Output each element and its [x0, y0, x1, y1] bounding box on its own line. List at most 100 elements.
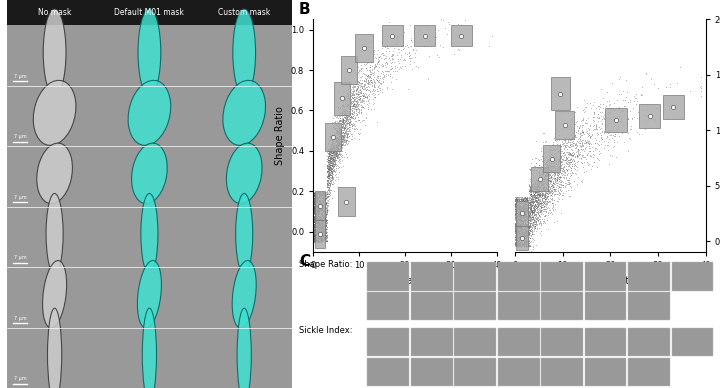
Point — [318, 232, 329, 238]
Point — [308, 204, 320, 210]
Point — [325, 149, 337, 155]
Point — [538, 198, 549, 204]
Point — [325, 187, 336, 193]
Point — [513, 197, 525, 203]
Point — [514, 214, 526, 220]
Point — [510, 221, 521, 227]
Point — [318, 195, 330, 201]
Point — [309, 229, 320, 235]
Point — [348, 94, 360, 100]
Point — [351, 118, 362, 124]
Point — [354, 99, 366, 105]
Point — [315, 206, 326, 212]
Point — [529, 218, 541, 224]
Point — [313, 218, 325, 224]
Point — [513, 207, 525, 213]
Point — [533, 184, 544, 190]
Point — [330, 126, 341, 132]
Point — [405, 37, 417, 43]
Point — [539, 159, 550, 165]
Point — [514, 208, 526, 214]
Point — [612, 111, 624, 117]
Bar — [585, 291, 626, 320]
Point — [330, 144, 341, 151]
Point — [545, 144, 557, 150]
Point — [513, 213, 524, 219]
Point — [342, 118, 354, 125]
Point — [530, 222, 541, 228]
Point — [320, 219, 332, 225]
Point — [520, 211, 531, 217]
Point — [312, 209, 323, 215]
Point — [573, 151, 585, 157]
Point — [318, 213, 329, 219]
Point — [529, 201, 541, 208]
Point — [329, 139, 341, 145]
Point — [336, 136, 347, 142]
Point — [557, 140, 569, 146]
Point — [615, 105, 626, 111]
Point — [315, 205, 326, 211]
Point — [341, 126, 352, 132]
Point — [330, 113, 342, 120]
Point — [334, 132, 346, 138]
Point — [564, 157, 576, 163]
Point — [534, 191, 546, 197]
Point — [309, 214, 320, 220]
Point — [324, 165, 336, 171]
Point — [510, 239, 522, 246]
Point — [519, 218, 531, 224]
Point — [333, 88, 344, 94]
Point — [312, 221, 324, 227]
Point — [544, 149, 556, 155]
Point — [571, 148, 582, 154]
Point — [532, 177, 544, 184]
Point — [319, 214, 330, 220]
Point — [321, 182, 333, 188]
Point — [328, 145, 339, 151]
Point — [312, 237, 323, 243]
Point — [313, 229, 325, 236]
Point — [324, 161, 336, 167]
Point — [528, 191, 540, 197]
Point — [513, 243, 524, 249]
Point — [317, 213, 328, 220]
Point — [333, 151, 345, 157]
Point — [547, 182, 559, 189]
Point — [332, 143, 343, 149]
Point — [339, 132, 351, 138]
Point — [513, 229, 524, 236]
Point — [572, 136, 584, 142]
Point — [528, 224, 539, 230]
Point — [519, 228, 531, 234]
Point — [519, 211, 531, 217]
Point — [328, 159, 340, 165]
Point — [514, 207, 526, 213]
Point — [557, 196, 568, 202]
Point — [313, 217, 325, 223]
Point — [544, 172, 556, 178]
Point — [521, 236, 533, 242]
Point — [556, 109, 567, 115]
Point — [555, 179, 567, 185]
Point — [553, 149, 564, 156]
Point — [518, 211, 529, 217]
Point — [510, 206, 521, 213]
Point — [313, 205, 325, 211]
Point — [531, 217, 542, 223]
Point — [312, 236, 323, 242]
Point — [518, 196, 529, 202]
Point — [333, 118, 345, 124]
Point — [549, 188, 561, 194]
Point — [605, 109, 616, 115]
Point — [316, 206, 328, 212]
Point — [611, 97, 623, 103]
Point — [557, 127, 568, 133]
Point — [546, 173, 557, 179]
Point — [323, 182, 334, 188]
Point — [318, 204, 329, 211]
Point — [528, 194, 540, 200]
Point — [585, 146, 596, 152]
Point — [380, 48, 392, 54]
Point — [351, 111, 362, 117]
